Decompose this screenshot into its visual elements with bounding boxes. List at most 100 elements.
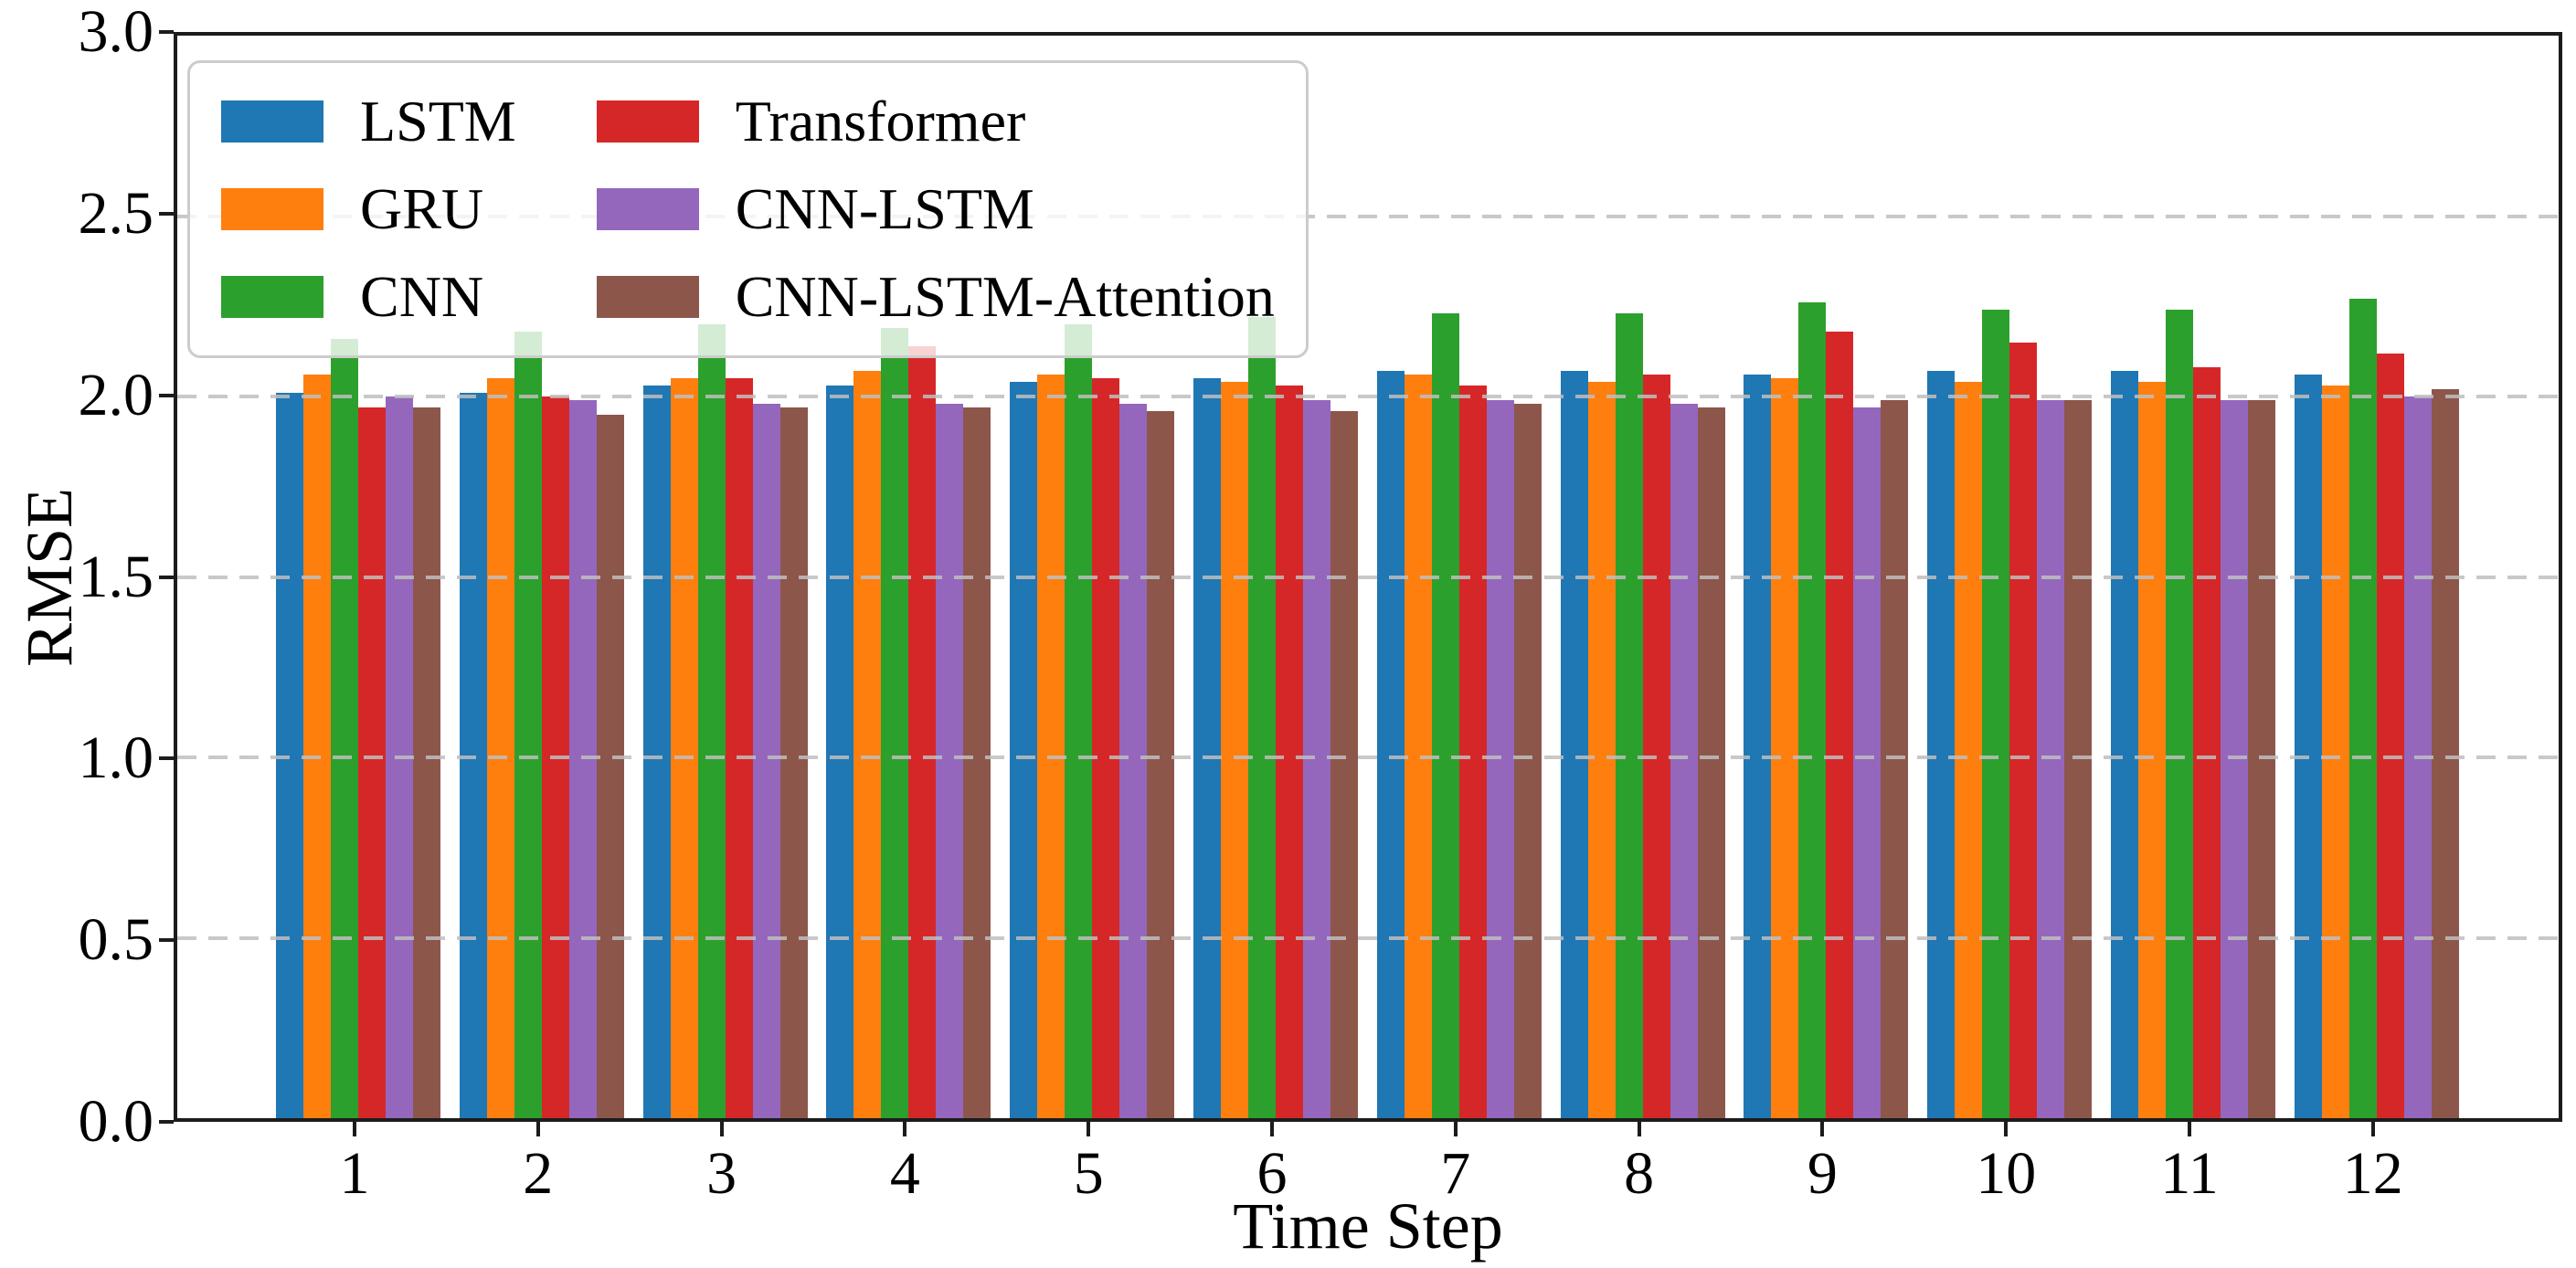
legend-swatch-transformer (596, 100, 699, 143)
y-tick-mark-2.5 (159, 211, 174, 216)
plot-area (174, 32, 2562, 1122)
bar-transformer-t8 (1642, 375, 1670, 1118)
bar-lstm-t4 (826, 386, 854, 1118)
x-tick-label-9: 9 (1807, 1140, 1838, 1207)
bar-cnn-lstm-t9 (1853, 407, 1882, 1118)
legend-item-transformer: Transformer (596, 89, 1275, 154)
x-tick-label-12: 12 (2342, 1140, 2403, 1207)
bar-cnn-lstm-attention-t1 (413, 407, 440, 1118)
y-tick-label-1.5: 1.5 (78, 543, 154, 610)
x-tick-mark-9 (1820, 1122, 1825, 1136)
gridline-y-0.5 (177, 935, 2559, 940)
x-tick-label-3: 3 (706, 1140, 737, 1207)
bar-gru-t11 (2138, 382, 2166, 1118)
bar-gru-t3 (670, 378, 698, 1118)
legend-item-gru: GRU (221, 176, 516, 242)
x-tick-label-7: 7 (1440, 1140, 1471, 1207)
bar-cnn-t10 (1982, 310, 2010, 1118)
bar-cnn-lstm-attention-t4 (963, 407, 991, 1118)
x-tick-label-8: 8 (1624, 1140, 1655, 1207)
bar-gru-t9 (1771, 378, 1799, 1118)
legend-label-cnn: CNN (360, 264, 484, 329)
bar-cnn-lstm-t4 (936, 403, 964, 1118)
bar-cnn-lstm-attention-t2 (596, 414, 624, 1118)
bar-lstm-t9 (1744, 375, 1772, 1118)
x-tick-mark-5 (1087, 1122, 1091, 1136)
bar-gru-t12 (2321, 386, 2349, 1118)
x-tick-label-6: 6 (1256, 1140, 1288, 1207)
bar-gru-t6 (1221, 382, 1248, 1118)
bar-group-timestep-3 (642, 36, 808, 1118)
x-tick-mark-11 (2188, 1122, 2191, 1136)
x-tick-label-2: 2 (523, 1140, 554, 1207)
y-axis-title-box: RMSE (5, 32, 93, 1122)
legend-swatch-lstm (221, 100, 323, 143)
bar-gru-t1 (303, 375, 331, 1118)
bar-gru-t5 (1037, 375, 1065, 1118)
bar-transformer-t12 (2376, 353, 2404, 1118)
bar-cnn-lstm-t5 (1119, 403, 1148, 1118)
bar-gru-t4 (853, 371, 882, 1118)
legend-item-cnn: CNN (221, 264, 516, 330)
x-tick-mark-12 (2370, 1122, 2375, 1136)
y-tick-mark-1.5 (159, 575, 174, 579)
legend-label-cnn-lstm: CNN-LSTM (735, 176, 1034, 241)
x-tick-mark-8 (1637, 1122, 1641, 1136)
gridline-y-1.5 (177, 575, 2559, 579)
y-tick-mark-0.0 (159, 1120, 174, 1124)
bar-group-timestep-5 (1010, 36, 1175, 1118)
x-tick-label-10: 10 (1976, 1140, 2037, 1207)
gridline-y-1.0 (177, 756, 2559, 760)
bar-transformer-t1 (358, 407, 386, 1118)
legend-item-cnn-lstm: CNN-LSTM (596, 176, 1275, 242)
bar-transformer-t9 (1826, 331, 1854, 1118)
bar-transformer-t4 (908, 345, 937, 1118)
bar-cnn-lstm-t8 (1670, 403, 1698, 1118)
x-tick-mark-7 (1453, 1122, 1458, 1136)
bar-lstm-t7 (1376, 371, 1405, 1118)
legend-swatch-cnn-lstm (596, 188, 699, 230)
legend-swatch-cnn-lstm-attention (596, 276, 699, 318)
bar-cnn-lstm-attention-t5 (1147, 410, 1175, 1118)
bar-lstm-t6 (1193, 378, 1221, 1118)
bar-lstm-t10 (1927, 371, 1956, 1118)
gridline-y-2.0 (177, 395, 2559, 399)
bar-cnn-t9 (1798, 302, 1827, 1118)
x-tick-label-4: 4 (889, 1140, 920, 1207)
y-tick-label-2.0: 2.0 (78, 361, 154, 428)
bar-cnn-lstm-attention-t3 (779, 407, 808, 1118)
bar-cnn-t11 (2166, 310, 2193, 1118)
bar-cnn-lstm-attention-t7 (1513, 403, 1542, 1118)
bar-cnn-t4 (881, 327, 909, 1118)
bar-group-timestep-4 (826, 36, 991, 1118)
y-tick-mark-3.0 (159, 30, 174, 34)
bar-transformer-t6 (1276, 386, 1303, 1118)
bar-lstm-t3 (642, 386, 671, 1118)
bar-cnn-lstm-attention-t12 (2431, 389, 2459, 1118)
bar-cnn-lstm-attention-t8 (1697, 407, 1725, 1118)
legend: LSTM GRU CNN Transformer CNN-LSTM CNN-LSTM-At… (187, 60, 1309, 358)
y-tick-mark-0.5 (159, 938, 174, 943)
x-tick-mark-3 (719, 1122, 724, 1136)
legend-item-cnn-lstm-attention: CNN-LSTM-Attention (596, 264, 1275, 330)
y-tick-label-2.5: 2.5 (78, 179, 154, 247)
bar-cnn-t12 (2348, 299, 2377, 1118)
bar-gru-t2 (486, 378, 514, 1118)
legend-item-lstm: LSTM (221, 89, 516, 154)
bar-cnn-t7 (1431, 313, 1459, 1118)
x-tick-mark-6 (1270, 1122, 1274, 1136)
bar-transformer-t7 (1458, 386, 1487, 1118)
y-axis-title: RMSE (13, 487, 87, 667)
bar-gru-t8 (1587, 382, 1616, 1118)
x-tick-label-1: 1 (339, 1140, 370, 1207)
x-tick-mark-2 (535, 1122, 540, 1136)
x-tick-mark-1 (353, 1122, 356, 1136)
legend-label-lstm: LSTM (360, 89, 516, 153)
y-tick-label-3.0: 3.0 (78, 0, 154, 65)
bar-gru-t10 (1955, 382, 1983, 1118)
legend-swatch-cnn (221, 276, 323, 318)
legend-label-transformer: Transformer (735, 89, 1026, 153)
x-axis-title: Time Step (1233, 1189, 1503, 1263)
bar-transformer-t5 (1092, 378, 1120, 1118)
